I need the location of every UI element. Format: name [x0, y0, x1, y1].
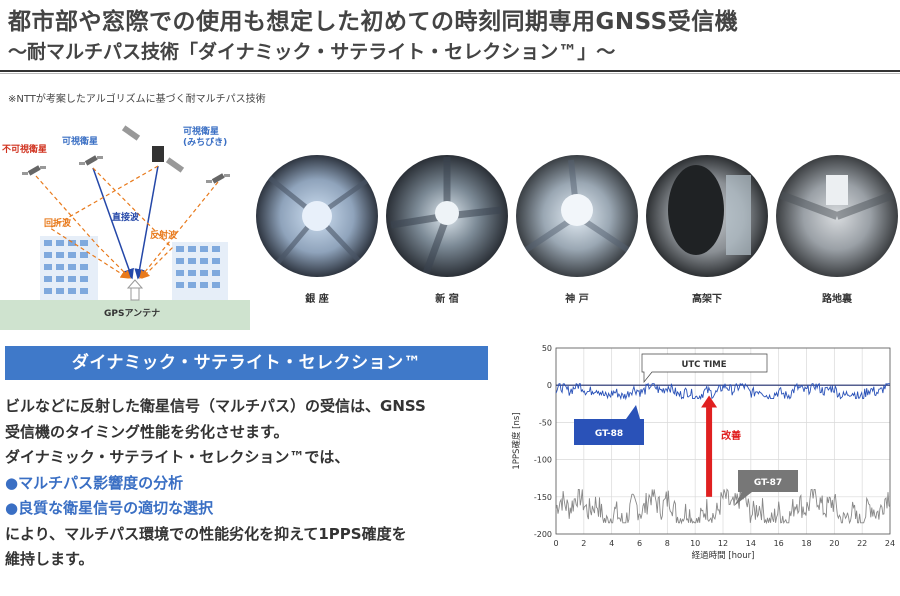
description-line-3: ダイナミック・サテライト・セレクション™では、 [5, 448, 350, 466]
x-tick-label: 8 [665, 539, 670, 548]
x-tick-label: 14 [746, 539, 756, 548]
utc-callout-label: UTC TIME [681, 360, 726, 370]
gps-antenna-label: GPSアンテナ [104, 309, 161, 319]
x-tick-label: 2 [581, 539, 586, 548]
x-tick-label: 10 [690, 539, 700, 548]
x-tick-label: 12 [718, 539, 728, 548]
satellite-center-left [79, 155, 103, 166]
y-tick-label: 0 [547, 381, 552, 390]
header-divider-light [0, 73, 900, 74]
left-building [40, 236, 98, 300]
x-tick-label: 16 [774, 539, 784, 548]
michibiki-label-2: (みちびき) [183, 138, 228, 148]
y-tick-label: -150 [534, 493, 552, 502]
x-axis-label: 経過時間 [hour] [692, 550, 755, 561]
gt87-callout-box [734, 470, 798, 506]
fisheye-photo-shinjuku [386, 155, 508, 277]
bullet-multipath-analysis: ●マルチパス影響度の分析 [5, 473, 184, 492]
page-title: 都市部や窓際での使用も想定した初めての時刻同期専用GNSS受信機 [8, 9, 739, 35]
page-subtitle: ～耐マルチパス技術「ダイナミック・サテライト・セレクション™」～ [8, 41, 616, 63]
y-tick-label: -50 [539, 418, 552, 427]
fisheye-label-kobe: 神 戸 [565, 294, 589, 305]
series-line-gt87 [555, 488, 891, 525]
x-tick-label: 6 [637, 539, 642, 548]
utc-callout-box [641, 353, 768, 383]
x-tick-label: 18 [801, 539, 811, 548]
header-divider [0, 70, 900, 72]
x-tick-label: 4 [609, 539, 614, 548]
visible-satellite-label: 可視衛星 [62, 137, 99, 147]
michibiki-label-1: 可視衛星 [183, 127, 220, 137]
description-line-1: ビルなどに反射した衛星信号（マルチパス）の受信は、GNSS [5, 397, 426, 415]
fisheye-photo-ginza [256, 155, 378, 277]
plot-frame [555, 347, 891, 535]
fisheye-photo-kobe [516, 155, 638, 277]
bullet-signal-selection: ●良質な衛星信号の適切な選択 [5, 499, 214, 517]
multipath-illustration: 不可視衛星 可視衛星 可視衛星 (みちびき) 回折波 直接波 反射波 GPSアン… [0, 118, 250, 330]
improvement-arrow-shaft [706, 407, 713, 497]
series-line-gt88 [555, 382, 890, 401]
description-line-5: 維持します。 [5, 550, 94, 568]
invisible-satellite-label: 不可視衛星 [2, 145, 48, 155]
gps-antenna-icon [126, 279, 144, 301]
direct-wave-label: 直接波 [112, 213, 140, 223]
reflected-wave-label: 反射波 [150, 231, 178, 241]
description: ビルなどに反射した衛星信号（マルチパス）の受信は、GNSS 受信機のタイミング性… [5, 394, 505, 573]
fisheye-photo-under-viaduct [646, 155, 768, 277]
y-tick-label: -200 [534, 530, 552, 539]
fisheye-label-shinjuku: 新 宿 [435, 294, 459, 305]
improvement-label: 改善 [721, 429, 741, 442]
gt88-callout-label: GT-88 [595, 429, 623, 439]
y-axis-label: 1PPS確度 [ns] [511, 412, 522, 469]
satellite-left [22, 165, 46, 176]
y-tick-label: -100 [534, 456, 552, 465]
fisheye-label-back-alley: 路地裏 [822, 294, 852, 305]
pps-accuracy-chart: 0 2 4 6 8 10 12 14 16 18 20 22 24 50 0 -50 -100 -150 -200 経… [505, 338, 900, 592]
gt87-callout-label: GT-87 [754, 478, 782, 488]
satellite-michibiki [121, 125, 185, 173]
footnote: ※NTTが考案したアルゴリズムに基づく耐マルチパス技術 [8, 94, 266, 105]
fisheye-label-under-viaduct: 高架下 [692, 294, 722, 305]
section-banner: ダイナミック・サテライト・セレクション™ [5, 346, 488, 380]
x-tick-label: 20 [829, 539, 839, 548]
improvement-arrow-head [701, 395, 718, 408]
gt88-callout-box [574, 405, 644, 445]
right-building [172, 242, 228, 300]
fisheye-photo-back-alley [776, 155, 898, 277]
description-line-4: により、マルチパス環境での性能劣化を抑えて1PPS確度を [5, 524, 407, 543]
satellite-right [206, 173, 230, 184]
x-tick-label: 22 [857, 539, 867, 548]
y-tick-label: 50 [542, 344, 552, 353]
description-line-2: 受信機のタイミング性能を劣化させます。 [5, 422, 289, 441]
refracted-wave-label: 回折波 [44, 219, 72, 229]
fisheye-label-ginza: 銀 座 [305, 294, 329, 305]
x-tick-label: 24 [885, 539, 895, 548]
x-tick-label: 0 [553, 539, 558, 548]
